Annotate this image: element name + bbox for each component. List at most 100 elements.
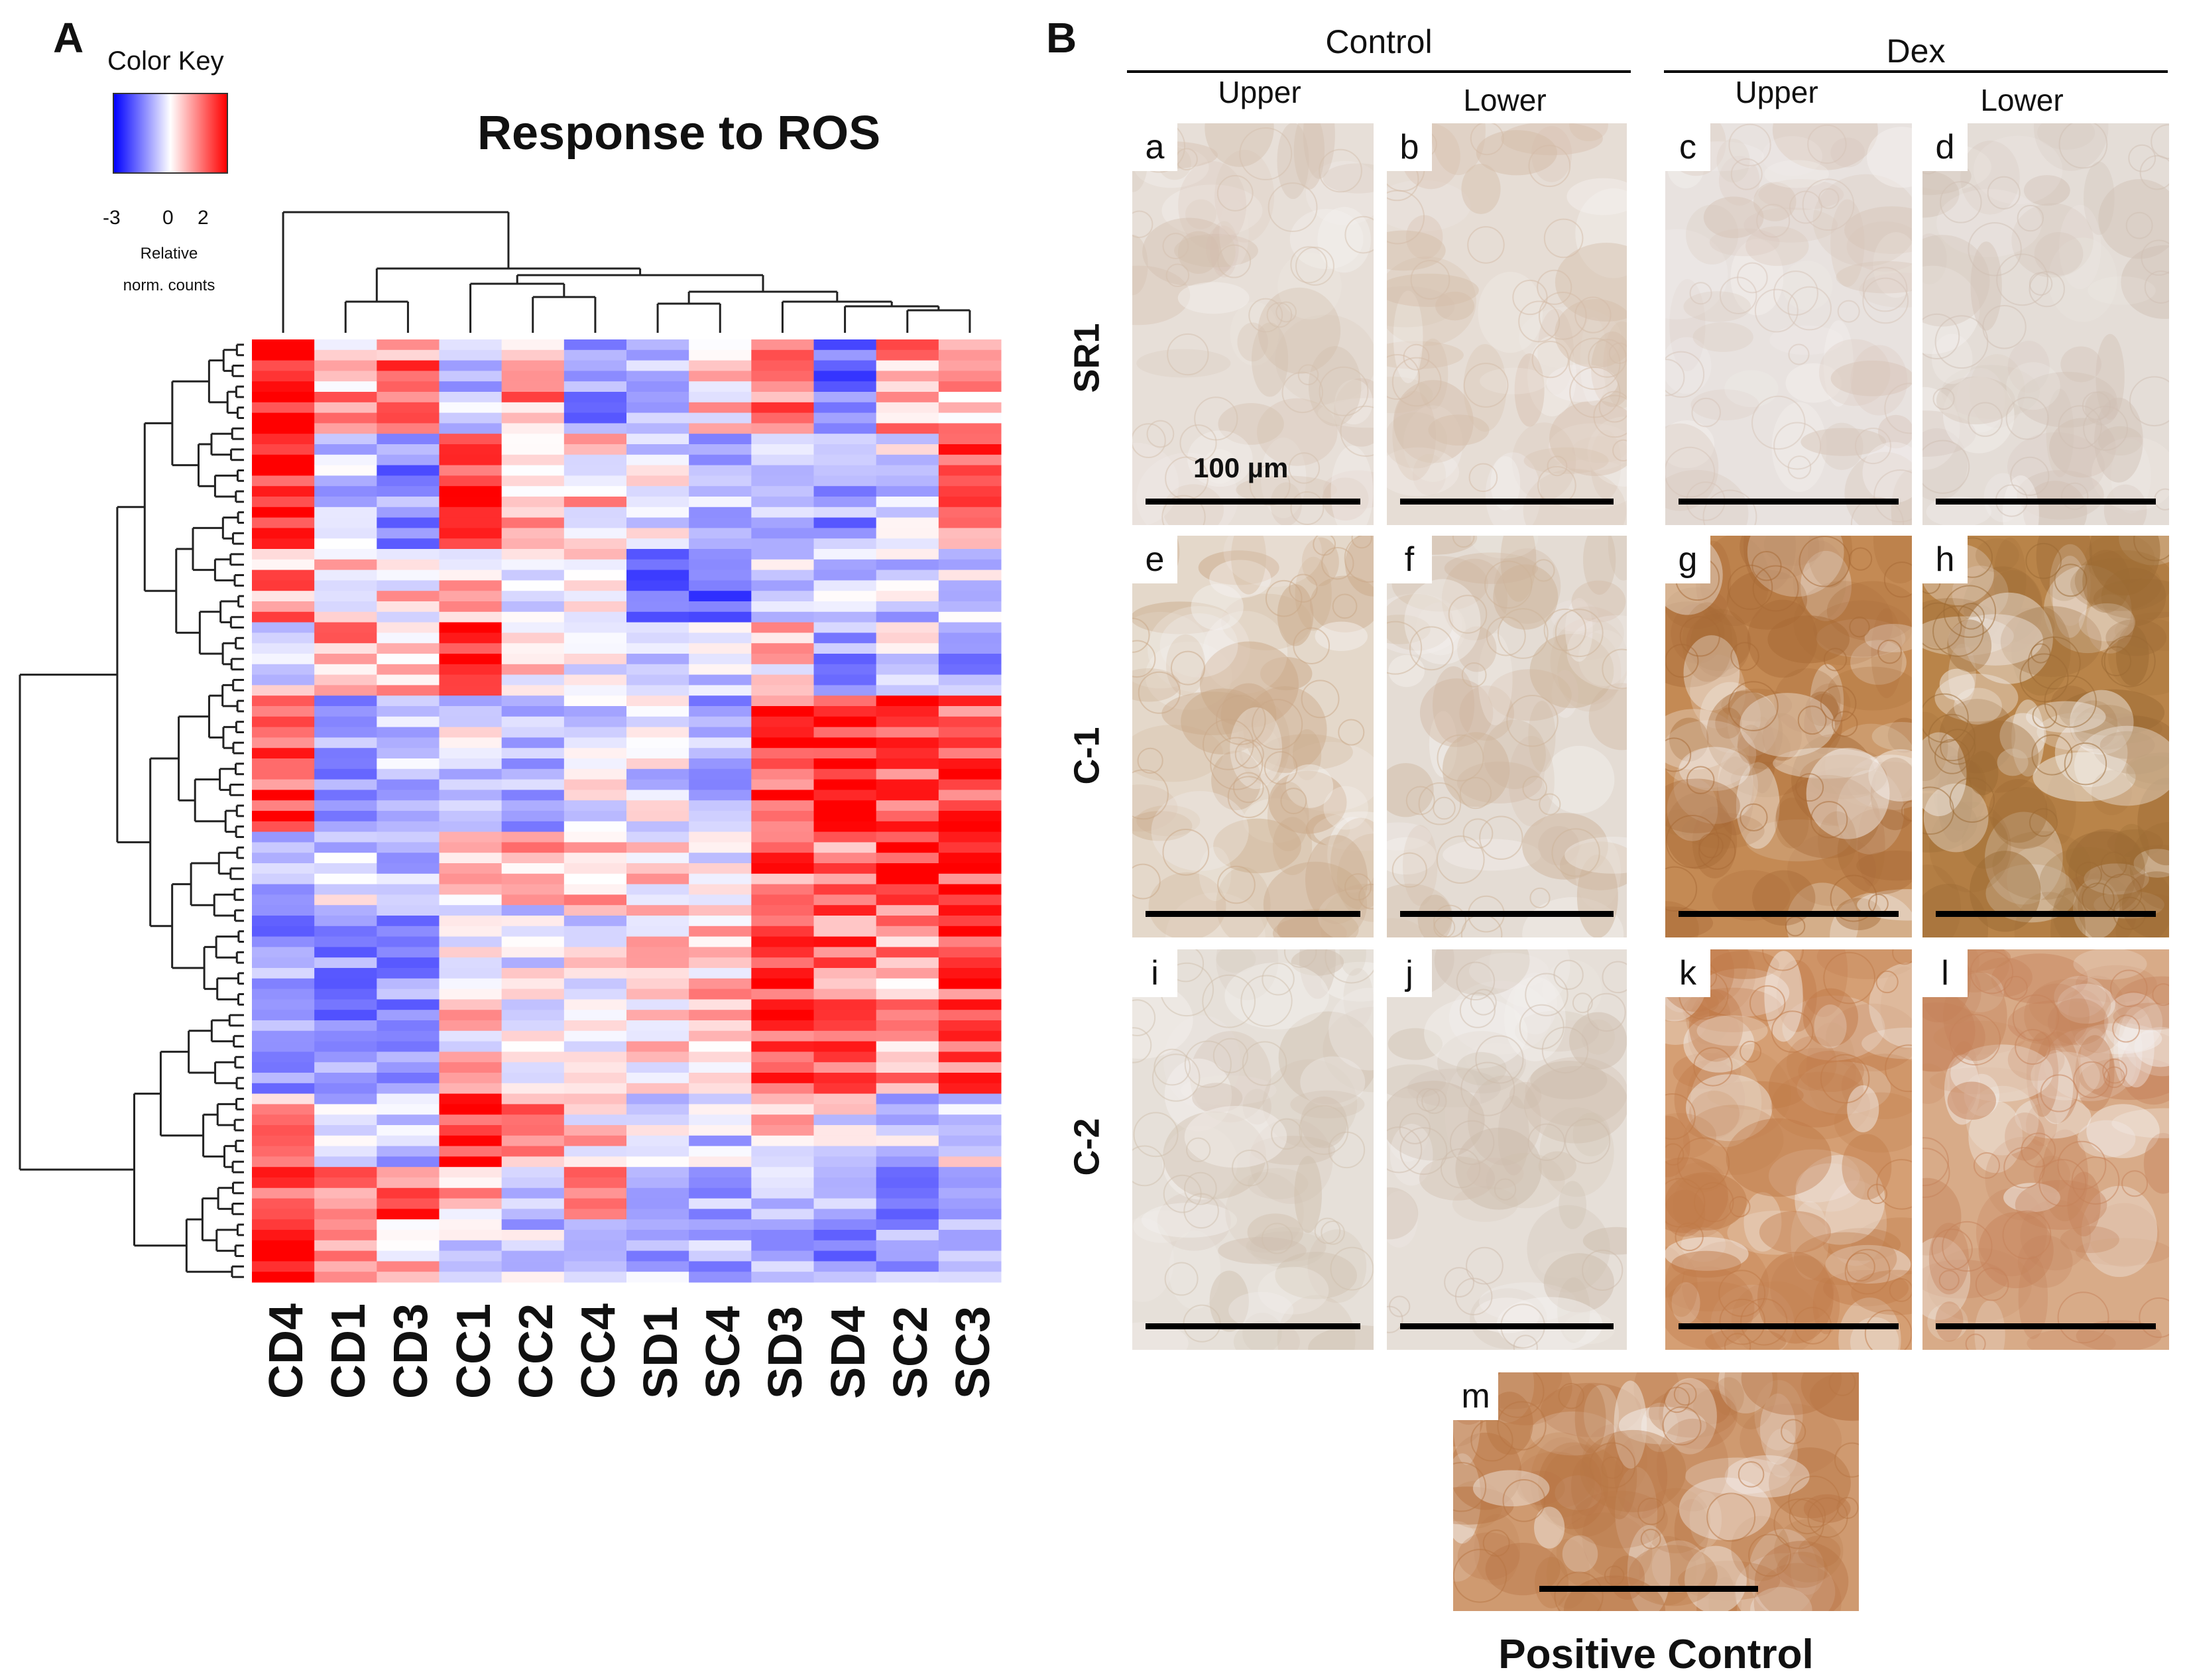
heatmap-cell (501, 549, 565, 560)
heatmap-cell (813, 905, 877, 916)
heatmap-cell (439, 601, 502, 613)
heatmap-cell (563, 570, 627, 581)
heatmap-cell (876, 538, 939, 550)
heatmap-cell (876, 863, 939, 874)
heatmap-cell (501, 1020, 565, 1032)
heatmap-cell (689, 748, 752, 759)
heatmap-cell (626, 968, 689, 979)
heatmap-cell (252, 1051, 315, 1063)
heatmap-cell (751, 371, 814, 382)
heatmap-cell (252, 559, 315, 571)
heatmap-cell (377, 1198, 440, 1209)
heatmap-cell (938, 1156, 1002, 1168)
heatmap-cell (439, 349, 502, 361)
heatmap-cell (689, 905, 752, 916)
heatmap-cell (876, 811, 939, 822)
heatmap-cell (501, 1219, 565, 1230)
heatmap-cell (563, 1051, 627, 1063)
heatmap-cell (439, 1177, 502, 1189)
heatmap-cell (439, 905, 502, 916)
heatmap-cell (689, 434, 752, 445)
heatmap-cell (751, 1114, 814, 1126)
heatmap-cell (377, 1219, 440, 1230)
micrograph-letter: b (1387, 123, 1432, 171)
heatmap-cell (252, 444, 315, 455)
heatmap-cell (938, 1177, 1002, 1189)
heatmap-cell (314, 727, 377, 738)
heatmap-cell (439, 434, 502, 445)
heatmap-cell (252, 654, 315, 665)
heatmap-cell (501, 507, 565, 518)
heatmap-cell (314, 465, 377, 476)
heatmap-cell (314, 1114, 377, 1126)
heatmap-cell (563, 685, 627, 696)
heatmap-cell (377, 926, 440, 937)
heatmap-cell (314, 517, 377, 528)
micrograph-letter: m (1453, 1372, 1498, 1420)
heatmap-cell (501, 727, 565, 738)
heatmap-cell (626, 999, 689, 1010)
heatmap-cell (314, 1261, 377, 1272)
heatmap-cell (876, 1261, 939, 1272)
heatmap-cell (314, 570, 377, 581)
heatmap-cell (252, 811, 315, 822)
heatmap-cell (813, 1010, 877, 1021)
heatmap-cell (813, 873, 877, 885)
heatmap-cell (626, 1261, 689, 1272)
heatmap-cell (501, 643, 565, 654)
heatmap-cell (377, 894, 440, 906)
heatmap-cell (689, 863, 752, 874)
heatmap-cell (501, 360, 565, 371)
heatmap-cell (626, 811, 689, 822)
heatmap-cell (876, 999, 939, 1010)
heatmap-cell (252, 1073, 315, 1084)
heatmap-cell (439, 1250, 502, 1262)
heatmap-cell (813, 381, 877, 392)
heatmap-cell (252, 916, 315, 927)
heatmap-cell (439, 1240, 502, 1252)
heatmap-cell (563, 1209, 627, 1220)
heatmap-cell (813, 831, 877, 843)
heatmap-cell (501, 894, 565, 906)
heatmap-cell (314, 1240, 377, 1252)
heatmap-cell (252, 873, 315, 885)
heatmap-cell (938, 957, 1002, 969)
heatmap-cell (626, 884, 689, 895)
heatmap-cell (813, 1093, 877, 1105)
heatmap-cell (314, 1230, 377, 1241)
heatmap-cell (439, 1261, 502, 1272)
heatmap-cell (876, 1030, 939, 1042)
heatmap-cell (689, 1167, 752, 1178)
heatmap-cell (689, 1250, 752, 1262)
heatmap-cell (314, 978, 377, 990)
heatmap-cell (626, 758, 689, 770)
heatmap-cell (813, 1219, 877, 1230)
heatmap-cell (626, 768, 689, 780)
heatmap-cell (314, 654, 377, 665)
heatmap-cell (377, 601, 440, 613)
heatmap-cell (439, 339, 502, 351)
heatmap-cell (813, 402, 877, 414)
heatmap-cell (626, 695, 689, 707)
heatmap-cell (751, 1062, 814, 1073)
heatmap-cell (439, 790, 502, 801)
heatmap-cell (501, 423, 565, 434)
heatmap-cell (938, 1167, 1002, 1178)
heatmap-cell (501, 748, 565, 759)
heatmap-cell (751, 570, 814, 581)
heatmap-cell (813, 611, 877, 623)
heatmap-cell (689, 727, 752, 738)
heatmap-cell (626, 1240, 689, 1252)
heatmap-cell (813, 517, 877, 528)
heatmap-cell (876, 1219, 939, 1230)
heatmap-cell (938, 1104, 1002, 1115)
heatmap-cell (563, 905, 627, 916)
heatmap-cell (563, 517, 627, 528)
heatmap-cell (689, 664, 752, 676)
heatmap-cell (314, 412, 377, 424)
heatmap-cell (813, 580, 877, 591)
heatmap-cell (252, 611, 315, 623)
heatmap-cell (439, 727, 502, 738)
heatmap-cell (751, 884, 814, 895)
heatmap-cell (813, 1156, 877, 1168)
